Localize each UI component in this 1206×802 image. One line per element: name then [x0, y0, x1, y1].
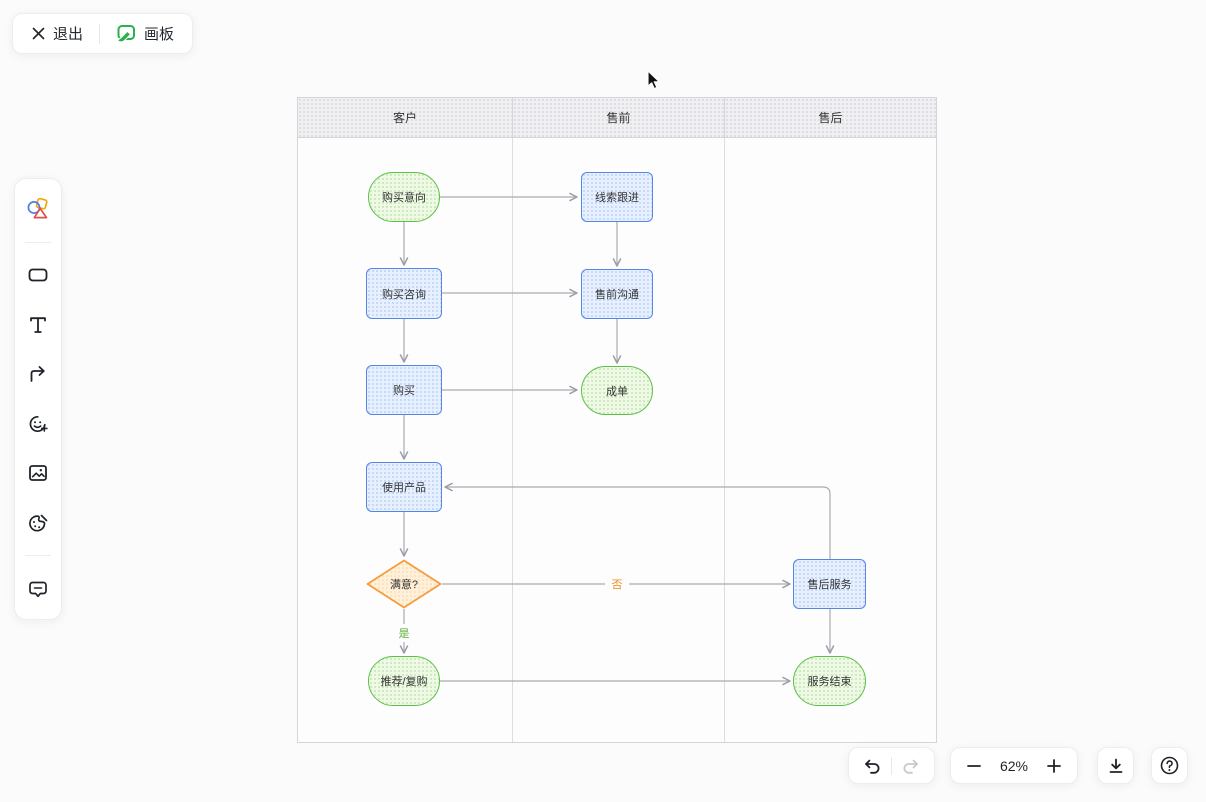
- undo-redo-divider: [891, 756, 892, 775]
- node-purchase[interactable]: 购买: [366, 365, 442, 415]
- text-tool-button[interactable]: [21, 308, 55, 342]
- node-buy-consult[interactable]: 购买咨询: [366, 268, 442, 319]
- theme-tool-button[interactable]: [21, 506, 55, 540]
- close-icon: [31, 26, 46, 41]
- undo-button[interactable]: [853, 748, 891, 783]
- download-group: [1097, 747, 1134, 784]
- node-label: 线索跟进: [595, 192, 639, 204]
- zoom-level: 62%: [999, 757, 1029, 774]
- rectangle-tool-button[interactable]: [21, 258, 55, 292]
- zoom-controls: 62%: [950, 747, 1078, 784]
- tools-divider-2: [25, 555, 51, 557]
- node-satisfied[interactable]: 满意?: [366, 559, 442, 609]
- node-lead-follow[interactable]: 线索跟进: [581, 172, 653, 222]
- tools-divider: [25, 241, 51, 243]
- node-label: 购买: [393, 385, 415, 397]
- node-recommend[interactable]: 推荐/复购: [368, 656, 440, 706]
- image-tool-button[interactable]: [21, 456, 55, 490]
- connector-tool-button[interactable]: [21, 357, 55, 391]
- node-label: 推荐/复购: [380, 676, 428, 688]
- lane-label-customer: 客户: [392, 111, 417, 125]
- board-button[interactable]: 画板: [108, 17, 182, 50]
- node-label: 成单: [606, 385, 628, 398]
- lane-header-presales[interactable]: 售前: [512, 98, 724, 137]
- mouse-cursor: [647, 70, 663, 92]
- text-icon: [27, 314, 49, 336]
- download-icon: [1109, 758, 1122, 773]
- rectangle-icon: [27, 264, 49, 286]
- plus-icon: [1047, 758, 1061, 773]
- node-use-product[interactable]: 使用产品: [366, 462, 442, 512]
- node-buy-intent[interactable]: 购买意向: [368, 172, 440, 222]
- node-presales-comm[interactable]: 售前沟通: [581, 269, 653, 319]
- exit-label: 退出: [53, 26, 84, 43]
- lane-divider-2: [724, 138, 725, 742]
- lane-header-customer[interactable]: 客户: [298, 98, 512, 137]
- lane-label-aftersales: 售后: [818, 111, 843, 125]
- comment-tool-button[interactable]: [21, 572, 55, 606]
- lane-label-presales: 售前: [606, 111, 631, 125]
- toolbar-divider: [99, 23, 101, 44]
- exit-button[interactable]: 退出: [23, 17, 91, 50]
- sticker-tool-button[interactable]: [21, 407, 55, 441]
- zoom-in-button[interactable]: [1035, 748, 1073, 783]
- help-group: [1151, 747, 1188, 784]
- top-toolbar: 退出 画板: [12, 13, 194, 54]
- node-label: 购买咨询: [382, 288, 426, 301]
- node-label: 购买意向: [382, 192, 426, 204]
- node-label: 服务结束: [807, 676, 852, 688]
- swimlane-header-row: 客户 售前 售后: [298, 98, 936, 138]
- node-aftersales[interactable]: 售后服务: [793, 559, 866, 609]
- diamond-shape: [366, 559, 442, 609]
- node-deal-done[interactable]: 成单: [581, 366, 653, 415]
- lane-header-aftersales[interactable]: 售后: [724, 98, 936, 137]
- connector-icon: [27, 363, 49, 385]
- help-button[interactable]: [1152, 748, 1187, 783]
- help-icon: [1160, 756, 1179, 775]
- node-label: 使用产品: [382, 482, 426, 494]
- node-label: 满意?: [389, 579, 419, 591]
- download-button[interactable]: [1098, 748, 1133, 783]
- palette-icon: [27, 512, 49, 534]
- node-service-end[interactable]: 服务结束: [793, 656, 866, 706]
- comment-icon: [27, 578, 49, 600]
- undo-icon: [865, 759, 880, 774]
- tools-panel: [14, 178, 62, 620]
- redo-button[interactable]: [892, 748, 930, 783]
- shape-library-button[interactable]: [21, 192, 55, 226]
- board-label: 画板: [144, 26, 175, 43]
- shapes-icon: [26, 197, 50, 221]
- emoji-plus-icon: [27, 413, 49, 435]
- lane-divider-1: [512, 138, 513, 742]
- image-icon: [27, 462, 49, 484]
- node-label: 售后服务: [807, 579, 852, 591]
- redo-icon: [903, 759, 918, 774]
- node-label: 售前沟通: [595, 289, 639, 301]
- board-icon: [116, 24, 137, 43]
- zoom-out-button[interactable]: [955, 748, 993, 783]
- undo-redo-group: [848, 747, 935, 784]
- minus-icon: [967, 764, 981, 767]
